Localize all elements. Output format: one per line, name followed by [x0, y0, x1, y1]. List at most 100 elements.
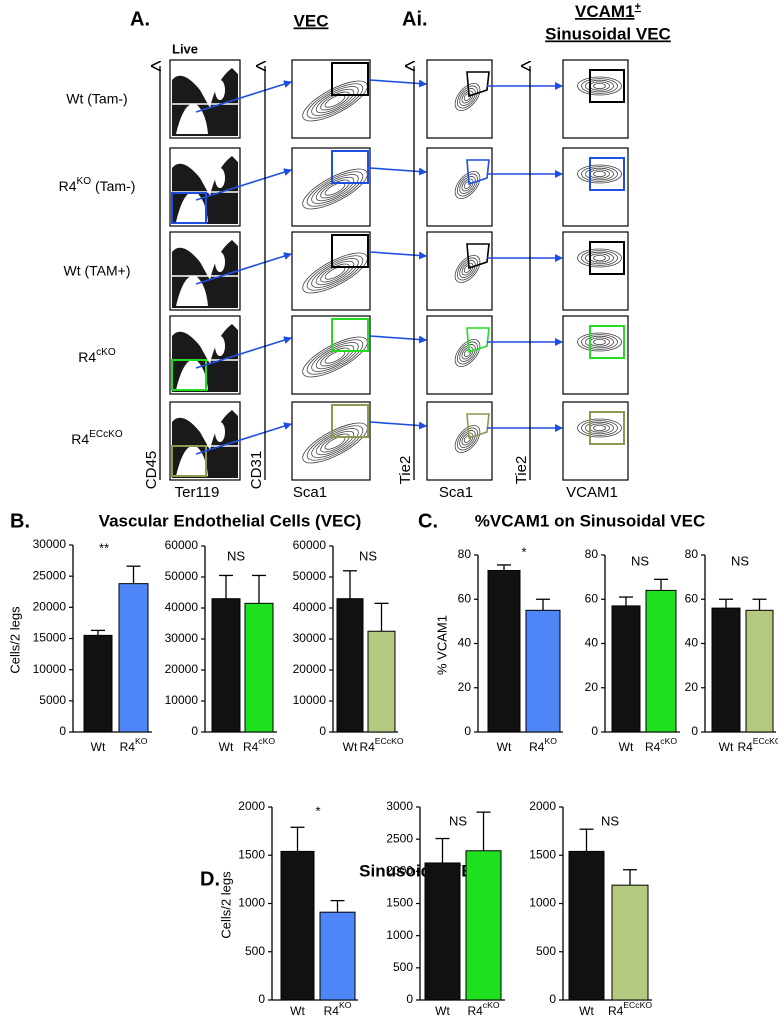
gate [589, 69, 625, 103]
contour [461, 90, 474, 104]
y-tick-label: 2000 [529, 799, 556, 813]
text-part: R4 [120, 740, 136, 754]
text-part: R4 [324, 1004, 340, 1018]
contour [306, 171, 364, 207]
gate-arrow [369, 167, 427, 176]
contour [302, 422, 368, 464]
density-gap [215, 80, 225, 100]
y-tick-label: 0 [406, 992, 413, 1006]
y-tick-label: 1500 [386, 896, 413, 910]
contour [306, 425, 364, 461]
contour [454, 83, 481, 111]
y-tick-label: 20000 [293, 662, 327, 676]
y-tick-label: 15000 [33, 631, 67, 645]
significance: * [521, 544, 526, 559]
y-tick-label: 500 [536, 944, 556, 958]
flow-plot [426, 231, 493, 311]
gate [331, 234, 369, 268]
y-tick-label: 80 [585, 547, 599, 561]
x-tick-label: Wt [497, 740, 512, 754]
y-tick-label: 3000 [386, 799, 413, 813]
x-tick-label: R4ECcKO [737, 736, 778, 754]
contour [302, 336, 368, 378]
title-part: VCAM1 [575, 2, 635, 21]
contour [454, 171, 481, 199]
contour [459, 344, 476, 362]
y-tick-label: 0 [59, 724, 66, 738]
contour [320, 347, 350, 367]
text-part: R4 [467, 1004, 483, 1018]
bar [465, 850, 502, 1001]
contour [457, 173, 478, 197]
bar [244, 602, 274, 733]
x-tick-label: Wt [719, 740, 734, 754]
contour [593, 254, 606, 261]
y-tick-label: 10000 [33, 662, 67, 676]
text-sup: ECcKO [623, 1000, 652, 1010]
flow-plot [426, 147, 493, 227]
y-tick-label: 30000 [33, 537, 67, 551]
contour [577, 332, 622, 352]
panel-label: Ai. [402, 8, 428, 30]
gate-arrow [369, 79, 427, 88]
gate-label: Live [172, 41, 198, 56]
gate [589, 157, 625, 191]
bar [745, 609, 774, 733]
text-part: R4 [359, 740, 375, 754]
y-tick-label: 0 [258, 992, 265, 1006]
bar [645, 589, 677, 733]
y-tick-label: 40 [458, 636, 472, 650]
axis-label: Sca1 [293, 484, 327, 501]
text-part: R4 [78, 349, 96, 365]
bar [83, 634, 113, 733]
y-tick-label: 0 [464, 724, 471, 738]
gate-arrow [195, 422, 292, 455]
contour [463, 93, 472, 101]
y-tick-label: 1000 [238, 896, 265, 910]
bar [611, 884, 649, 1001]
column-title: Sinusoidal VEC [545, 24, 671, 43]
contour [457, 257, 478, 281]
contour [577, 76, 622, 96]
flow-plot [426, 401, 493, 481]
contour [585, 421, 614, 435]
text-part: R4 [608, 1004, 624, 1018]
y-tick-label: 20 [685, 680, 699, 694]
contour [454, 339, 481, 367]
text-part: R4 [529, 740, 545, 754]
y-tick-label: 1500 [529, 847, 556, 861]
panel-title: Vascular Endothelial Cells (VEC) [99, 511, 362, 530]
gate [171, 445, 207, 477]
y-axis-label: Cells/2 legs [218, 871, 233, 939]
column-title: VEC [294, 11, 329, 30]
contour [593, 170, 606, 177]
y-tick-label: 60000 [293, 538, 327, 552]
text-part: R4 [737, 740, 753, 754]
panel-label: A. [130, 8, 150, 30]
contour [311, 174, 359, 204]
text-part: R4 [59, 178, 77, 194]
contour [581, 166, 618, 182]
y-tick-label: 50000 [293, 569, 327, 583]
significance: NS [359, 548, 377, 563]
contour [454, 425, 481, 453]
contour [459, 260, 476, 278]
contour [461, 346, 474, 360]
bar [711, 607, 741, 733]
axis-label: VCAM1 [566, 484, 618, 501]
x-tick-label: Wt [290, 1004, 305, 1018]
significance: ** [99, 540, 109, 555]
gate-arrow [195, 252, 292, 285]
gate-arrow [369, 251, 427, 260]
gate [331, 62, 369, 96]
gate-arrow [195, 336, 292, 369]
contour [306, 83, 364, 119]
text-sup: ECcKO [753, 736, 778, 746]
y-tick-label: 60 [585, 591, 599, 605]
contour [577, 164, 622, 184]
y-tick-label: 10000 [293, 693, 327, 707]
contour [593, 338, 606, 345]
flow-plot [426, 59, 493, 139]
text-part: R4 [645, 740, 661, 754]
gate [466, 243, 490, 270]
